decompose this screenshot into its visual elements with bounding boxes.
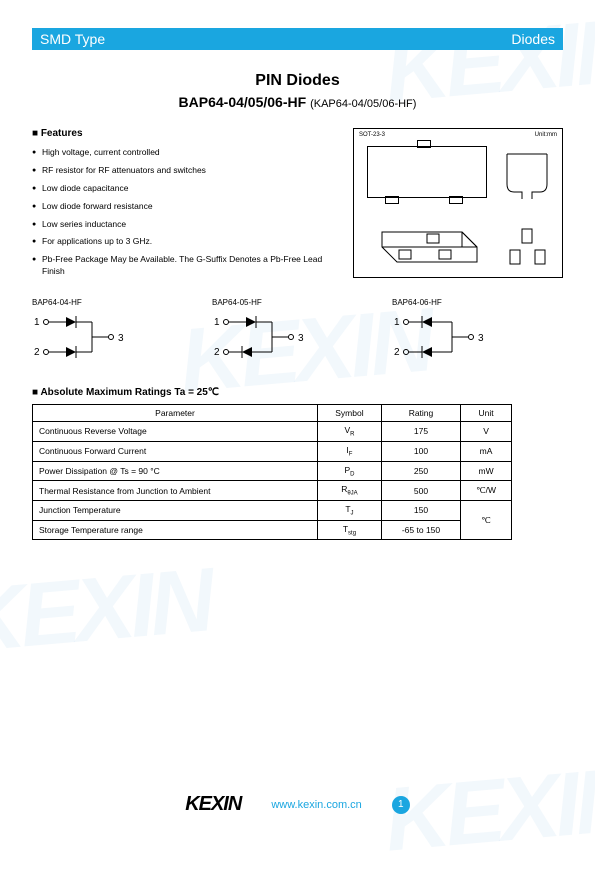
- cell-param: Thermal Resistance from Junction to Ambi…: [33, 481, 318, 501]
- cell-rating: -65 to 150: [381, 520, 460, 540]
- header-right: Diodes: [511, 31, 563, 47]
- cell-param: Continuous Forward Current: [33, 441, 318, 461]
- table-row: Continuous Reverse Voltage VR 175V: [33, 422, 512, 442]
- pkg-label: SOT-23-3: [359, 132, 385, 138]
- title-main: BAP64-04/05/06-HF: [179, 94, 307, 110]
- footer-brand: KEXIN: [185, 793, 241, 816]
- feature-item: Low diode capacitance: [32, 183, 337, 195]
- cell-unit: V: [461, 422, 512, 442]
- header-bar: SMD Type Diodes: [32, 28, 563, 50]
- svg-text:1: 1: [394, 317, 400, 328]
- feature-item: Low series inductance: [32, 219, 337, 231]
- footer-url: www.kexin.com.cn: [271, 799, 361, 811]
- circuit-diagram: BAP64-04-HF 1 2 3: [32, 298, 152, 363]
- title-sub: (KAP64-04/05/06-HF): [310, 98, 416, 110]
- cell-rating: 250: [381, 461, 460, 481]
- features-heading: Features: [32, 128, 337, 139]
- svg-text:3: 3: [118, 333, 124, 344]
- feature-item: Low diode forward resistance: [32, 201, 337, 213]
- svg-text:1: 1: [214, 317, 220, 328]
- cell-param: Storage Temperature range: [33, 520, 318, 540]
- pkg-3d-view: [367, 217, 497, 272]
- circuit-label: BAP64-06-HF: [392, 298, 512, 307]
- title-line1: PIN Diodes: [32, 72, 563, 90]
- circuit-diagram: BAP64-05-HF 1 2 3: [212, 298, 332, 363]
- cell-rating: 175: [381, 422, 460, 442]
- features-block: Features High voltage, current controlle…: [32, 128, 337, 284]
- cell-param: Power Dissipation @ Ts = 90 °C: [33, 461, 318, 481]
- cell-rating: 150: [381, 500, 460, 520]
- cell-unit: mW: [461, 461, 512, 481]
- feature-item: RF resistor for RF attenuators and switc…: [32, 165, 337, 177]
- package-drawing: SOT-23-3 Unit:mm: [353, 128, 563, 278]
- table-header: Symbol: [318, 405, 382, 422]
- pkg-footprint: [505, 225, 555, 270]
- svg-text:3: 3: [298, 333, 304, 344]
- cell-symbol: IF: [318, 441, 382, 461]
- table-row: Junction Temperature TJ 150℃: [33, 500, 512, 520]
- footer: KEXIN www.kexin.com.cn 1: [0, 793, 595, 816]
- cell-param: Continuous Reverse Voltage: [33, 422, 318, 442]
- table-row: Storage Temperature range Tstg -65 to 15…: [33, 520, 512, 540]
- svg-text:3: 3: [478, 333, 484, 344]
- cell-symbol: Tstg: [318, 520, 382, 540]
- title-line2: BAP64-04/05/06-HF (KAP64-04/05/06-HF): [32, 94, 563, 110]
- cell-unit: ℃: [461, 500, 512, 539]
- table-header: Rating: [381, 405, 460, 422]
- svg-text:2: 2: [34, 347, 40, 358]
- table-header: Unit: [461, 405, 512, 422]
- svg-text:1: 1: [34, 317, 40, 328]
- feature-item: For applications up to 3 GHz.: [32, 236, 337, 248]
- table-row: Continuous Forward Current IF 100mA: [33, 441, 512, 461]
- footer-page: 1: [392, 796, 410, 814]
- cell-symbol: TJ: [318, 500, 382, 520]
- table-row: Thermal Resistance from Junction to Ambi…: [33, 481, 512, 501]
- circuit-diagram: BAP64-06-HF 1 2 3: [392, 298, 512, 363]
- pkg-side-profile: [502, 144, 557, 204]
- circuit-label: BAP64-04-HF: [32, 298, 152, 307]
- pkg-unit: Unit:mm: [535, 132, 557, 138]
- table-row: Power Dissipation @ Ts = 90 °C PD 250mW: [33, 461, 512, 481]
- feature-item: High voltage, current controlled: [32, 147, 337, 159]
- ratings-title: Absolute Maximum Ratings Ta = 25℃: [32, 387, 563, 398]
- cell-unit: ℃/W: [461, 481, 512, 501]
- cell-rating: 500: [381, 481, 460, 501]
- features-list: High voltage, current controlled RF resis…: [32, 147, 337, 278]
- cell-symbol: PD: [318, 461, 382, 481]
- table-header: Parameter: [33, 405, 318, 422]
- cell-symbol: VR: [318, 422, 382, 442]
- ratings-table: ParameterSymbolRatingUnit Continuous Rev…: [32, 404, 512, 540]
- circuit-diagrams: BAP64-04-HF 1 2 3 BAP64-05-HF 1 2: [32, 298, 563, 363]
- svg-text:2: 2: [214, 347, 220, 358]
- circuit-label: BAP64-05-HF: [212, 298, 332, 307]
- cell-unit: mA: [461, 441, 512, 461]
- cell-symbol: RθJA: [318, 481, 382, 501]
- feature-item: Pb-Free Package May be Available. The G-…: [32, 254, 337, 278]
- svg-text:2: 2: [394, 347, 400, 358]
- cell-param: Junction Temperature: [33, 500, 318, 520]
- header-left: SMD Type: [32, 31, 511, 47]
- cell-rating: 100: [381, 441, 460, 461]
